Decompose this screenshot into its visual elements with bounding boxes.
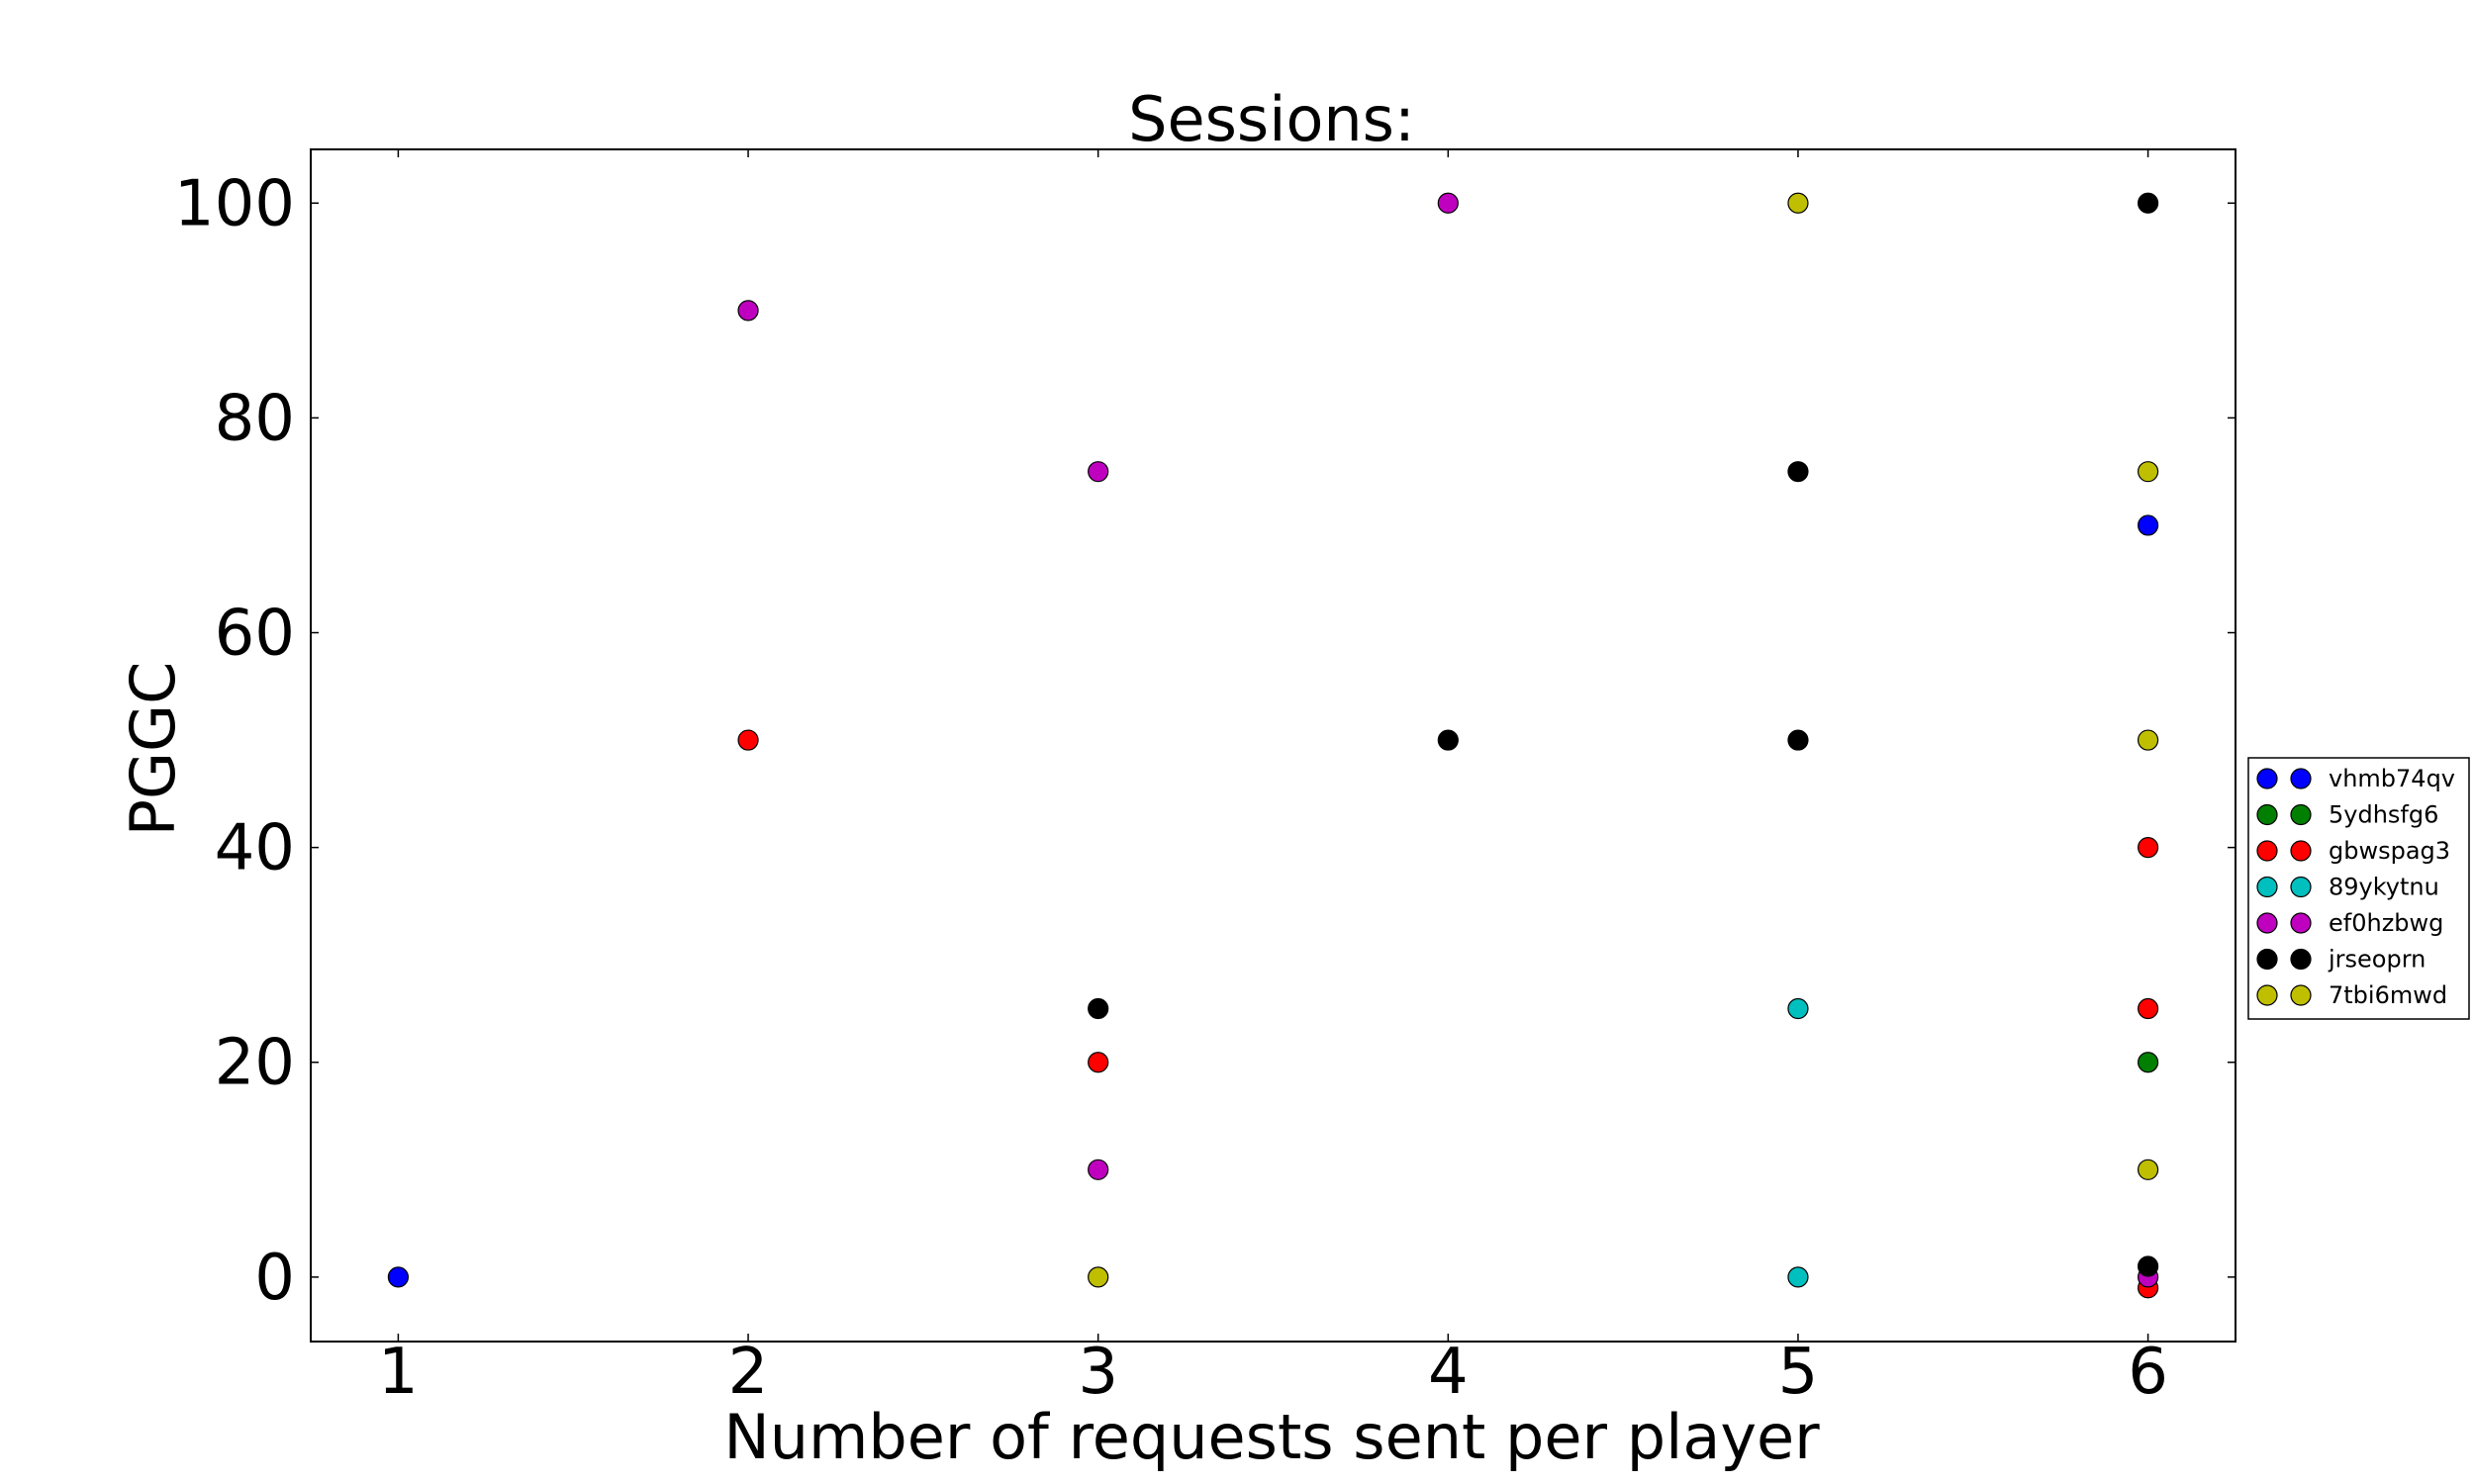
data-point-gbwspag3	[1088, 1052, 1109, 1073]
data-point-89ykytnu	[1787, 997, 1809, 1020]
legend-marker	[2256, 768, 2278, 789]
plot-area	[310, 148, 2236, 1343]
legend-label: jrseoprn	[2328, 946, 2426, 974]
data-point-7tbi6mwd	[1088, 1266, 1109, 1288]
data-point-jrseoprn	[1088, 997, 1109, 1020]
y-axis-label: PGGC	[117, 662, 189, 837]
legend-item-89ykytnu: 89ykytnu	[2256, 874, 2439, 901]
data-point-ef0hzbwg	[1088, 1159, 1109, 1180]
y-tick-label: 40	[215, 812, 295, 885]
y-tick-label: 20	[215, 1027, 295, 1100]
legend-marker	[2290, 876, 2312, 898]
y-tick-label: 60	[215, 598, 295, 671]
data-point-7tbi6mwd	[2137, 729, 2159, 751]
legend-label: 7tbi6mwd	[2329, 981, 2447, 1009]
legend-marker	[2256, 840, 2278, 862]
legend-item-7tbi6mwd: 7tbi6mwd	[2256, 981, 2447, 1009]
legend-item-gbwspag3: gbwspag3	[2256, 837, 2450, 865]
legend-marker	[2256, 948, 2278, 971]
legend-label: ef0hzbwg	[2329, 909, 2443, 937]
legend-marker	[2290, 840, 2312, 862]
legend-marker	[2290, 803, 2312, 826]
legend-marker	[2290, 912, 2312, 934]
legend-box	[2247, 757, 2470, 1020]
data-point-jrseoprn	[2137, 1255, 2159, 1277]
data-point-89ykytnu	[1787, 1266, 1809, 1288]
data-point-ef0hzbwg	[1437, 192, 1459, 214]
legend-marker	[2256, 912, 2278, 934]
data-point-vhmb74qv	[387, 1266, 410, 1288]
data-point-7tbi6mwd	[2137, 461, 2159, 483]
x-axis-label: Number of requests sent per player	[723, 1401, 1820, 1473]
data-points	[387, 192, 2159, 1299]
y-tick-label: 80	[215, 382, 295, 455]
y-tick-label: 100	[174, 167, 295, 240]
data-point-7tbi6mwd	[1787, 192, 1809, 214]
data-point-gbwspag3	[2137, 837, 2159, 859]
legend-items: vhmb74qv 5ydhsfg6 gbwspag3 89ykytnu ef0hzbwg…	[2256, 765, 2455, 1009]
legend-item-jrseoprn: jrseoprn	[2256, 946, 2426, 974]
chart-title: Sessions:	[1128, 83, 1415, 155]
legend-marker	[2256, 984, 2278, 1006]
data-point-ef0hzbwg	[737, 300, 759, 322]
x-tick-label: 3	[1078, 1336, 1118, 1409]
x-tick-label: 1	[378, 1336, 419, 1409]
legend-marker	[2290, 984, 2312, 1006]
x-tick-label: 4	[1428, 1336, 1469, 1409]
data-point-ef0hzbwg	[1088, 461, 1109, 483]
x-tick-label: 6	[2128, 1336, 2168, 1409]
legend-marker	[2256, 876, 2278, 898]
x-tick-labels: 1 2 3 4 5 6	[378, 1336, 2168, 1409]
y-tick-label: 0	[254, 1242, 295, 1315]
legend-label: 89ykytnu	[2329, 874, 2439, 901]
legend: vhmb74qv 5ydhsfg6 gbwspag3 89ykytnu ef0hzbwg…	[2247, 757, 2470, 1020]
data-point-jrseoprn	[1437, 729, 1459, 751]
legend-item-vhmb74qv: vhmb74qv	[2256, 765, 2455, 792]
legend-item-ef0hzbwg: ef0hzbwg	[2256, 909, 2443, 937]
legend-marker	[2290, 948, 2312, 971]
data-point-gbwspag3	[2137, 997, 2159, 1020]
data-point-gbwspag3	[737, 729, 759, 751]
data-point-jrseoprn	[1787, 729, 1809, 751]
data-point-7tbi6mwd	[2137, 1159, 2159, 1180]
axis-ticks	[311, 149, 2236, 1342]
x-tick-label: 5	[1778, 1336, 1819, 1409]
legend-marker	[2290, 768, 2312, 789]
data-point-5ydhsfg6	[2137, 1052, 2159, 1073]
legend-label: 5ydhsfg6	[2329, 801, 2438, 829]
data-point-jrseoprn	[1787, 461, 1809, 483]
data-point-jrseoprn	[2137, 192, 2159, 214]
legend-label: vhmb74qv	[2329, 765, 2455, 792]
y-tick-labels: 0 20 40 60 80 100	[174, 167, 295, 1315]
legend-item-5ydhsfg6: 5ydhsfg6	[2256, 801, 2438, 829]
x-tick-label: 2	[728, 1336, 769, 1409]
data-point-vhmb74qv	[2137, 514, 2159, 536]
legend-label: gbwspag3	[2329, 837, 2450, 865]
legend-marker	[2256, 803, 2278, 826]
